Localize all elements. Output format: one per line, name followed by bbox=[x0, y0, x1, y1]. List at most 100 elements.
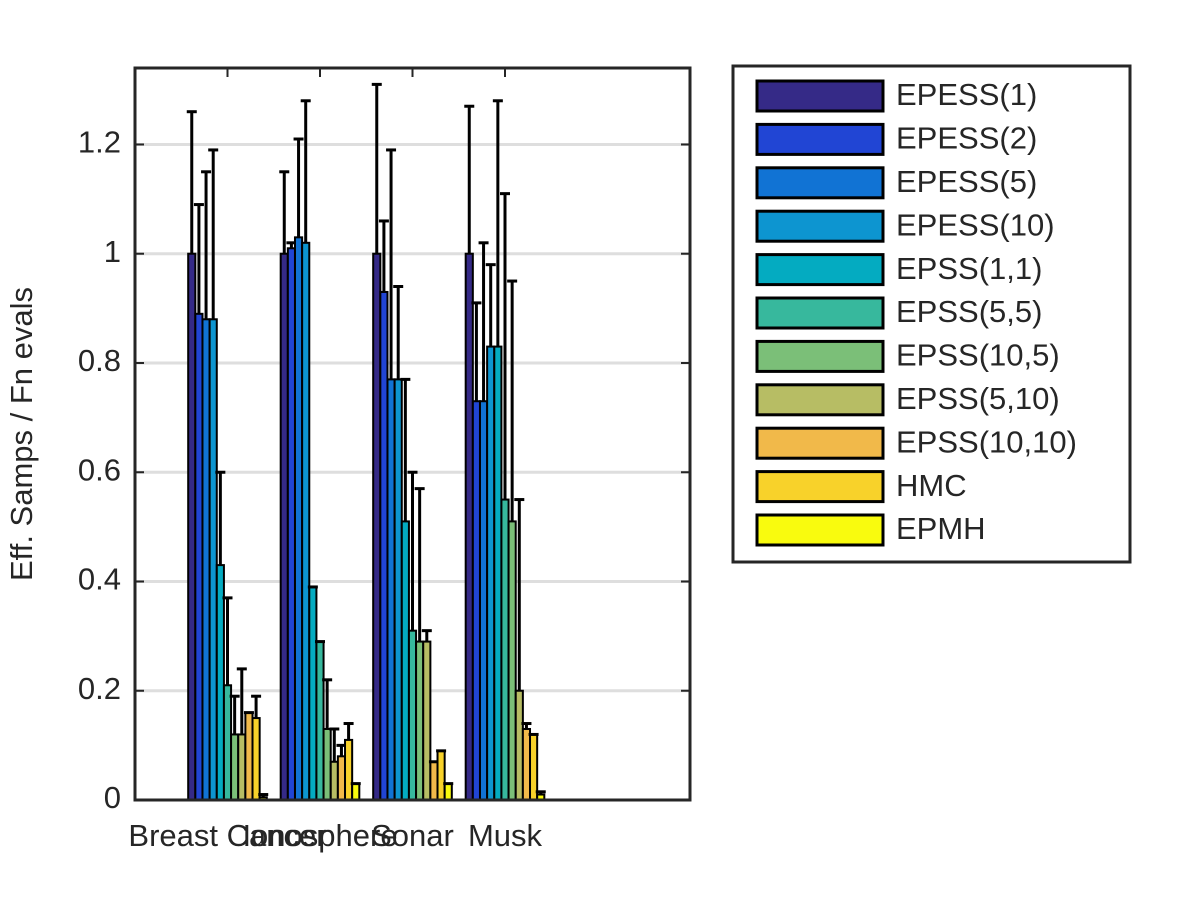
error-bar bbox=[492, 99, 503, 347]
bar bbox=[464, 252, 474, 802]
legend-swatch bbox=[755, 166, 885, 200]
bar bbox=[443, 782, 453, 801]
bar bbox=[372, 252, 382, 802]
bar bbox=[478, 400, 489, 801]
y-tick-label: 1 bbox=[104, 234, 121, 269]
bar bbox=[194, 312, 204, 801]
error-bar bbox=[193, 203, 204, 314]
bar bbox=[500, 498, 510, 801]
legend-label: EPSS(10,5) bbox=[896, 338, 1060, 373]
plot-frame bbox=[133, 66, 692, 802]
bar bbox=[187, 252, 197, 802]
error-bar bbox=[279, 170, 290, 254]
bar bbox=[237, 733, 247, 801]
y-tick-label: 0.6 bbox=[78, 452, 121, 487]
error-bar bbox=[386, 148, 397, 380]
error-bar bbox=[251, 694, 262, 719]
bar bbox=[201, 318, 211, 801]
error-bar bbox=[393, 285, 404, 380]
bar bbox=[322, 727, 332, 801]
error-bar bbox=[322, 678, 333, 729]
x-tick-label: Musk bbox=[468, 818, 543, 853]
y-tick-label: 1.2 bbox=[78, 125, 121, 160]
legend-swatch bbox=[755, 209, 885, 243]
bar bbox=[215, 564, 225, 802]
bar bbox=[308, 585, 318, 801]
bar bbox=[293, 236, 304, 802]
error-bar bbox=[514, 498, 525, 691]
bar bbox=[329, 760, 339, 801]
bar bbox=[336, 755, 347, 802]
legend-swatch bbox=[755, 470, 885, 504]
bar bbox=[393, 378, 403, 801]
bar bbox=[386, 378, 396, 801]
bar bbox=[521, 727, 532, 801]
error-bar bbox=[343, 722, 354, 740]
error-bar bbox=[400, 377, 411, 522]
x-tick-label: Sonar bbox=[371, 818, 454, 853]
error-bar bbox=[407, 470, 418, 631]
y-tick-label: 0 bbox=[104, 780, 121, 815]
error-bar bbox=[521, 722, 532, 729]
legend-label: EPSS(10,10) bbox=[896, 424, 1077, 459]
x-tick-label: Ionosphere bbox=[242, 818, 397, 853]
error-bar bbox=[478, 241, 489, 402]
legend-swatch bbox=[755, 296, 885, 330]
error-bar bbox=[229, 694, 240, 735]
error-bar bbox=[236, 667, 247, 735]
legend-swatch bbox=[755, 426, 885, 460]
legend-swatch bbox=[755, 513, 885, 547]
error-bar bbox=[507, 279, 518, 522]
y-axis-label: Eff. Samps / Fn evals bbox=[4, 287, 39, 581]
error-bar bbox=[378, 219, 389, 292]
y-tick-label: 0.2 bbox=[78, 671, 121, 706]
error-bar bbox=[258, 793, 269, 798]
legend-swatch bbox=[755, 79, 885, 113]
bar bbox=[422, 640, 432, 801]
error-bar bbox=[371, 82, 382, 254]
legend-label: EPMH bbox=[896, 511, 986, 546]
legend-swatch bbox=[755, 253, 885, 287]
bar bbox=[407, 629, 418, 802]
error-bar bbox=[329, 727, 340, 762]
bar bbox=[400, 520, 410, 802]
bar bbox=[415, 640, 425, 801]
bar bbox=[507, 520, 517, 802]
y-tick-label: 0.8 bbox=[78, 343, 121, 378]
bar bbox=[379, 290, 389, 801]
bar bbox=[251, 717, 261, 801]
bar bbox=[486, 345, 496, 801]
legend-label: EPESS(2) bbox=[896, 121, 1037, 156]
error-bar bbox=[222, 596, 233, 686]
error-bar bbox=[300, 99, 311, 243]
error-bar bbox=[471, 301, 482, 402]
legend-label: HMC bbox=[896, 468, 967, 503]
bar bbox=[436, 749, 446, 801]
error-bar bbox=[186, 110, 197, 254]
bar bbox=[279, 252, 289, 802]
legend-label: EPESS(5) bbox=[896, 164, 1037, 199]
bar bbox=[471, 400, 481, 801]
error-bar bbox=[208, 148, 219, 320]
bar bbox=[244, 711, 254, 801]
error-bar bbox=[201, 170, 212, 320]
legend-swatch bbox=[755, 339, 885, 373]
legend-label: EPESS(1) bbox=[896, 77, 1037, 112]
bar bbox=[344, 738, 354, 802]
error-bar bbox=[293, 137, 304, 238]
bar bbox=[222, 684, 233, 801]
bar bbox=[208, 318, 218, 801]
error-bar bbox=[535, 790, 546, 795]
legend-label: EPSS(5,10) bbox=[896, 381, 1060, 416]
legend-swatch bbox=[755, 383, 885, 417]
bar bbox=[429, 760, 439, 801]
legend-label: EPSS(5,5) bbox=[896, 294, 1042, 329]
legend-label: EPSS(1,1) bbox=[896, 251, 1042, 286]
error-bar bbox=[500, 192, 510, 500]
error-bar bbox=[414, 487, 425, 642]
y-tick-label: 0.4 bbox=[78, 562, 121, 597]
bar bbox=[286, 247, 296, 801]
bar bbox=[514, 689, 524, 802]
bar bbox=[315, 640, 325, 801]
